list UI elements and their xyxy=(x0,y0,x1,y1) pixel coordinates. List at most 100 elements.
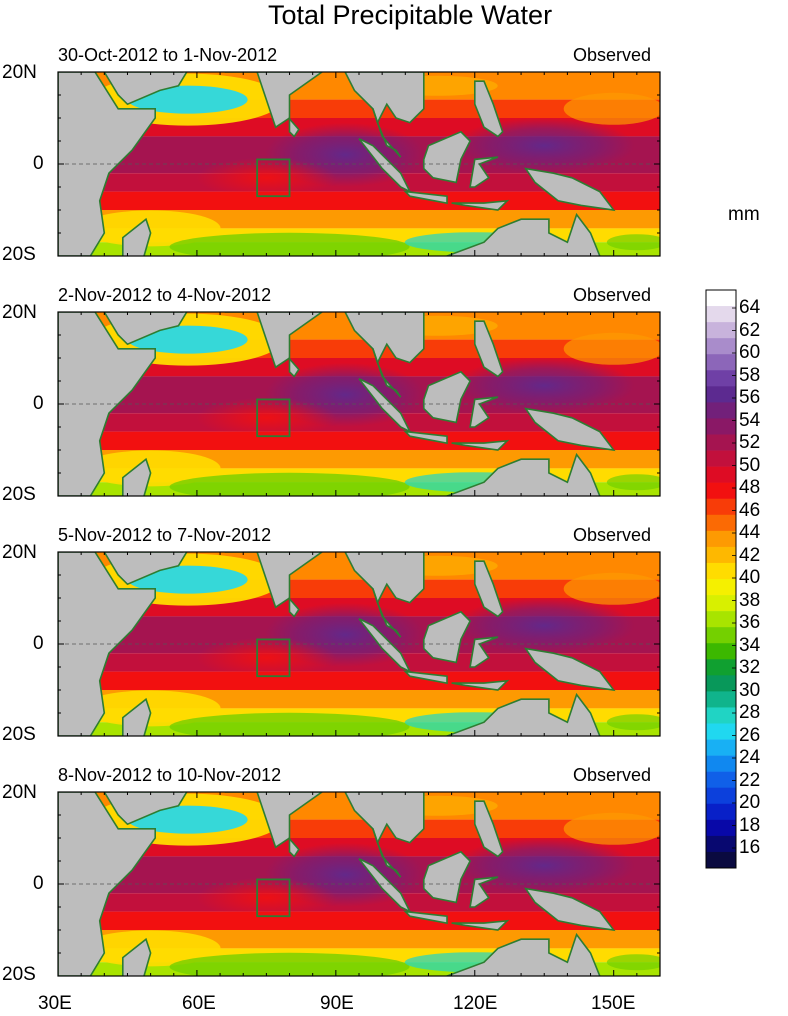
land-mass xyxy=(122,697,152,736)
colorbar-label: 26 xyxy=(739,724,761,746)
colorbar-label: 64 xyxy=(739,297,761,318)
colorbar-label: 52 xyxy=(739,432,761,453)
panel-1-lat-0: 0 xyxy=(33,153,44,174)
land-mass xyxy=(451,439,510,451)
land-mass xyxy=(423,610,472,664)
land-mass xyxy=(103,72,188,106)
colorbar-swatch xyxy=(706,562,736,580)
land-mass xyxy=(446,452,601,496)
land-mass xyxy=(344,312,425,365)
panel-3-date-range: 5-Nov-2012 to 7-Nov-2012 xyxy=(58,525,272,545)
colorbar-swatch xyxy=(706,675,736,692)
map-title: Total Precipitable Water xyxy=(267,0,553,30)
colorbar-label: 40 xyxy=(739,567,761,588)
colorbar-swatch xyxy=(706,322,736,339)
colorbar-swatch xyxy=(706,466,736,483)
land-mass xyxy=(288,116,300,138)
land-mass xyxy=(446,692,601,736)
land-mass xyxy=(344,792,425,845)
land-mass xyxy=(474,80,504,138)
colorbar-swatch xyxy=(706,579,736,596)
land-mass xyxy=(372,588,402,638)
colorbar-unit: mm xyxy=(728,204,760,225)
colorbar-swatch xyxy=(706,306,736,323)
map-panel-1 xyxy=(57,71,661,257)
colorbar-label: 44 xyxy=(739,522,761,543)
panel-4-tag: Observed xyxy=(573,765,652,785)
land-mass xyxy=(122,937,152,976)
colorbar-label: 50 xyxy=(739,454,761,476)
colorbar-swatch xyxy=(706,546,736,564)
colorbar-label: 62 xyxy=(739,319,761,341)
land-mass xyxy=(523,887,616,932)
colorbar-swatch xyxy=(706,370,736,387)
colorbar-swatch xyxy=(706,835,736,853)
map-panel-3 xyxy=(57,551,661,737)
panel-1-tag: Observed xyxy=(573,45,652,65)
land-mass xyxy=(58,792,156,976)
land-mass xyxy=(103,312,188,346)
land-mass xyxy=(446,932,601,976)
colorbar-label: 36 xyxy=(739,612,761,633)
colorbar-label: 56 xyxy=(739,387,761,408)
land-mass xyxy=(288,356,300,378)
panel-2-lat-0: 0 xyxy=(33,393,44,414)
colorbar-label: 20 xyxy=(739,792,761,813)
land-mass xyxy=(523,647,616,692)
panel-4-lat-20n: 20N xyxy=(2,782,37,803)
land-mass xyxy=(288,596,300,618)
land-mass xyxy=(372,348,402,398)
colorbar-swatch xyxy=(706,595,736,612)
land-mass xyxy=(58,312,156,496)
colorbar-label: 34 xyxy=(739,634,761,656)
colorbar-label: 58 xyxy=(739,364,761,386)
land-mass xyxy=(451,919,510,931)
panel-2-tag: Observed xyxy=(573,285,652,305)
colorbar-swatch xyxy=(706,530,736,548)
colorbar-swatch xyxy=(706,803,736,821)
colorbar-swatch xyxy=(706,290,736,307)
panel-3-lat-20s: 20S xyxy=(2,724,36,745)
land-mass xyxy=(423,370,472,424)
colorbar-swatch xyxy=(706,755,736,772)
land-mass xyxy=(103,552,188,586)
colorbar-label: 18 xyxy=(739,814,761,836)
map-panel-2 xyxy=(57,311,661,497)
colorbar-swatch xyxy=(706,354,736,371)
colorbar-swatch xyxy=(706,659,736,676)
map-panel-4 xyxy=(57,791,661,977)
lon-label-30e: 30E xyxy=(38,993,72,1014)
colorbar-swatch xyxy=(706,482,736,500)
panel-1-lat-20n: 20N xyxy=(2,62,37,83)
panel-1-lat-20s: 20S xyxy=(2,244,36,265)
lon-label-90e: 90E xyxy=(320,993,354,1014)
panel-3-tag: Observed xyxy=(573,525,652,545)
colorbar-swatch xyxy=(706,819,736,837)
colorbar-label: 54 xyxy=(739,409,761,431)
land-mass xyxy=(372,828,402,878)
panel-4-lat-20s: 20S xyxy=(2,964,36,985)
colorbar-label: 16 xyxy=(739,837,761,858)
colorbar-label: 28 xyxy=(739,702,761,723)
colorbar-swatch xyxy=(706,450,736,467)
colorbar-label: 60 xyxy=(739,342,761,363)
colorbar-swatch xyxy=(706,643,736,660)
colorbar-swatch xyxy=(706,851,736,869)
land-mass xyxy=(474,320,504,378)
land-mass xyxy=(446,212,601,256)
analysis-box xyxy=(256,878,291,918)
colorbar-swatch xyxy=(706,691,736,708)
land-mass xyxy=(372,108,402,158)
land-mass xyxy=(403,670,448,685)
land-mass xyxy=(403,910,448,925)
colorbar-swatch xyxy=(706,723,736,740)
panel-2-lat-20s: 20S xyxy=(2,484,36,505)
colorbar-label: 48 xyxy=(739,477,761,498)
panel-2-lat-20n: 20N xyxy=(2,302,37,323)
land-mass xyxy=(474,800,504,858)
colorbar-swatch xyxy=(706,434,736,451)
colorbar-label: 30 xyxy=(739,679,761,701)
land-mass xyxy=(451,199,510,211)
land-mass xyxy=(288,836,300,858)
